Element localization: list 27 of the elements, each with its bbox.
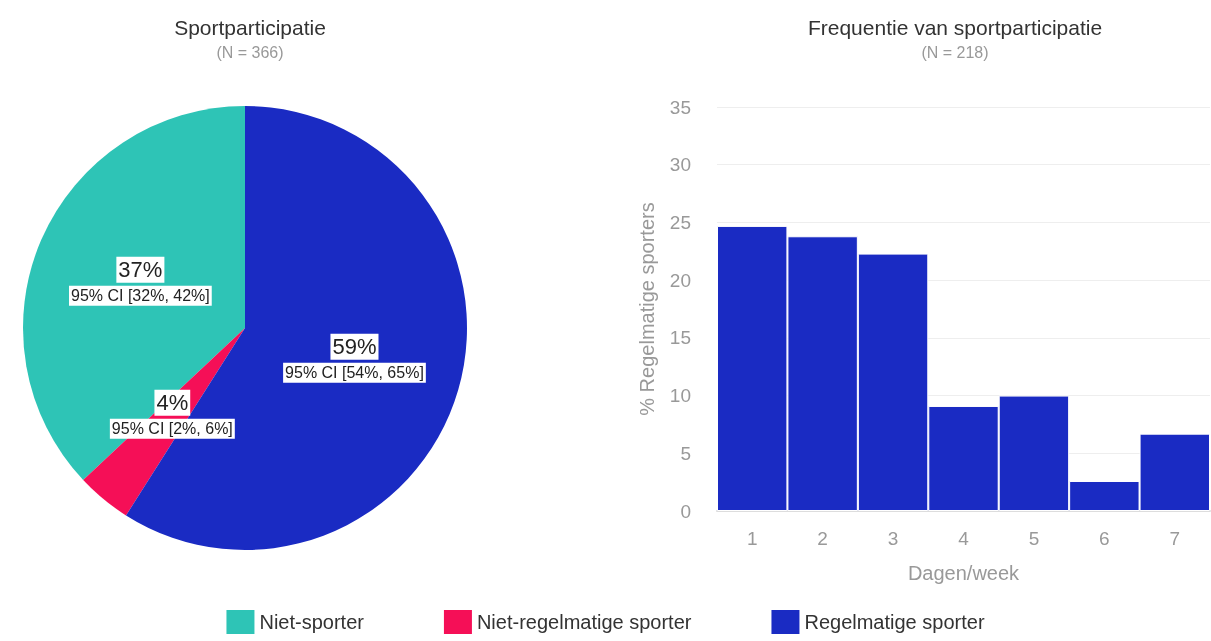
data-label: 59% 95% CI [54%, 65%] — [285, 334, 424, 382]
x-tick-label: 3 — [887, 528, 899, 549]
x-tick-label: 5 — [1028, 528, 1040, 549]
chart-title: Sportparticipatie — [174, 16, 326, 39]
x-tick-label: 1 — [746, 528, 758, 549]
x-tick-label: 4 — [958, 528, 970, 549]
chart-subtitle: (N = 366) — [216, 43, 284, 61]
x-tick-label: 6 — [1099, 528, 1110, 549]
x-axis-title: Dagen/week — [907, 562, 1021, 584]
legend-label: Niet-sporter — [259, 611, 365, 633]
y-axis-title: % Regelmatige sporters — [636, 202, 658, 416]
y-tick-label: 30 — [669, 154, 691, 176]
y-tick-label: 5 — [680, 442, 691, 464]
x-tick-label: 2 — [817, 528, 828, 549]
y-tick-label: 35 — [669, 96, 691, 118]
y-tick-label: 20 — [669, 269, 691, 291]
y-tick-label: 10 — [669, 385, 691, 407]
chart-subtitle: (N = 218) — [921, 43, 989, 61]
legend-label: Regelmatige sporter — [804, 611, 985, 633]
chart-title: Frequentie van sportparticipatie — [807, 16, 1103, 39]
data-label: 37% 95% CI [32%, 42%] — [71, 257, 210, 305]
legend-label: Niet-regelmatige sporter — [476, 611, 692, 633]
x-tick-label: 7 — [1169, 528, 1181, 549]
y-tick-label: 15 — [669, 327, 691, 349]
data-label: 4% 95% CI [2%, 6%] — [111, 390, 233, 438]
y-tick-label: 0 — [680, 500, 691, 522]
y-tick-label: 25 — [669, 211, 691, 233]
